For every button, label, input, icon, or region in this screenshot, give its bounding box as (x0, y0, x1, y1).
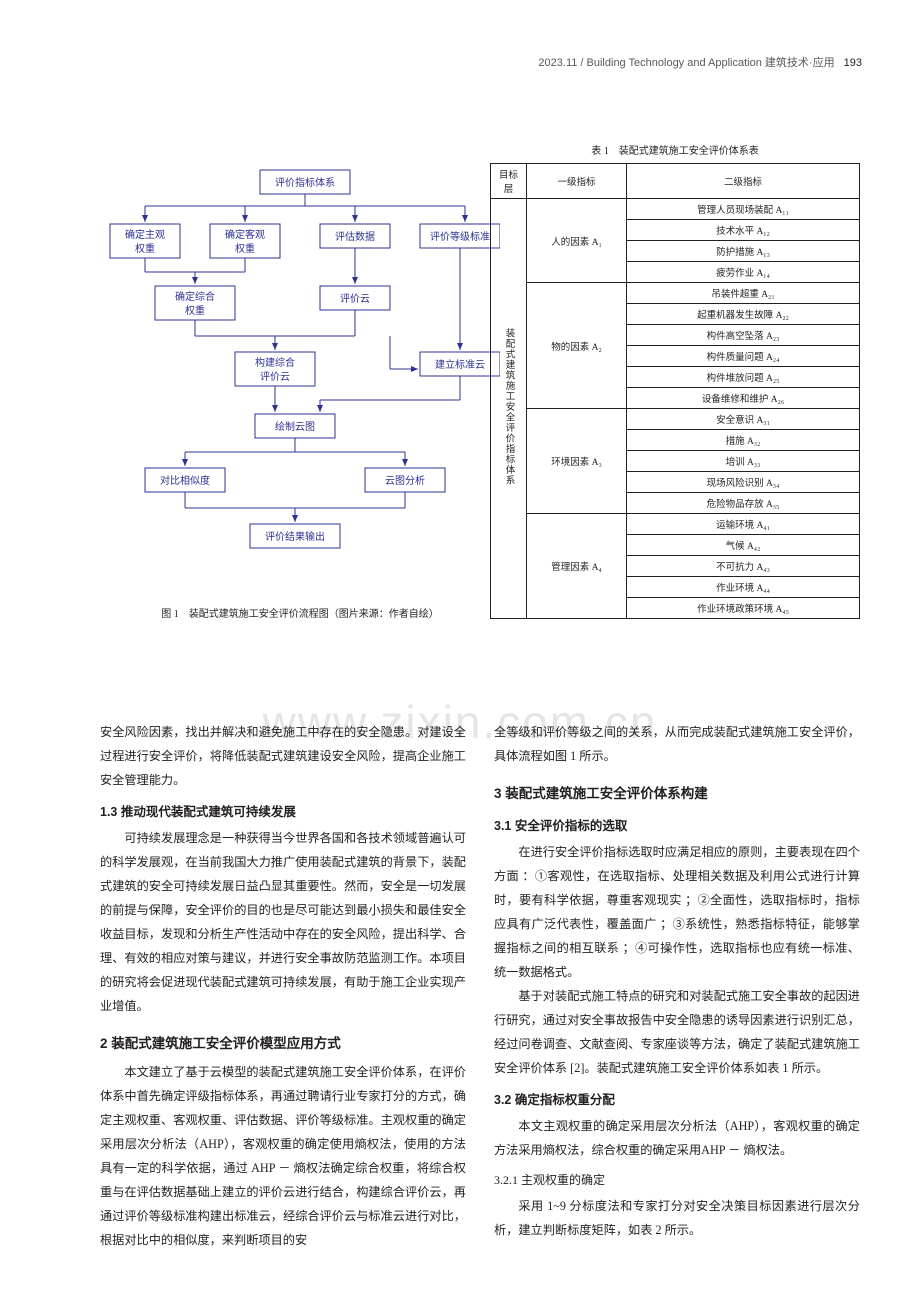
secondary-cell: 设备维修和维护 A₂₆ (627, 388, 860, 409)
node-eval-cloud: 评价云 (340, 293, 370, 305)
node-indicator-system: 评价指标体系 (275, 176, 335, 189)
figure-caption: 图 1 装配式建筑施工安全评价流程图（图片来源：作者自绘） (100, 605, 500, 620)
node-output: 评价结果输出 (265, 530, 325, 543)
table-row: 管理因素 A₄运输环境 A₄₁ (491, 514, 860, 535)
para: 全等级和评价等级之间的关系，从而完成装配式建筑施工安全评价，具体流程如图 1 所… (494, 720, 860, 768)
node-draw-cloud: 绘制云图 (275, 420, 315, 433)
body-columns: 安全风险因素，找出并解决和避免施工中存在的安全隐患。对建设全过程进行安全评价，将… (100, 720, 860, 1252)
secondary-cell: 培训 A₃₃ (627, 451, 860, 472)
primary-cell: 环境因素 A₃ (527, 409, 627, 514)
journal-info: 2023.11 / Building Technology and Applic… (538, 57, 834, 69)
svg-text:构建综合: 构建综合 (255, 356, 295, 369)
para: 采用 1~9 分标度法和专家打分对安全决策目标因素进行层次分析，建立判断标度矩阵… (494, 1194, 860, 1242)
table-row: 物的因素 A₂吊装件超重 A₂₁ (491, 283, 860, 304)
secondary-cell: 作业环境 A₄₄ (627, 577, 860, 598)
svg-text:权重: 权重 (235, 242, 255, 255)
secondary-cell: 管理人员现场装配 A₁₁ (627, 199, 860, 220)
left-column: 安全风险因素，找出并解决和避免施工中存在的安全隐患。对建设全过程进行安全评价，将… (100, 720, 466, 1252)
node-subjective-weight2: 权重 (135, 242, 155, 255)
secondary-cell: 吊装件超重 A₂₁ (627, 283, 860, 304)
figure-flowchart: 评价指标体系 确定主观 权重 确定客观 权重 评估数据 评价等级标准 确定综合 … (100, 160, 500, 590)
heading-3: 3 装配式建筑施工安全评价体系构建 (494, 782, 860, 806)
page-header: 2023.11 / Building Technology and Applic… (538, 54, 862, 70)
secondary-cell: 运输环境 A₄₁ (627, 514, 860, 535)
para: 本文主观权重的确定采用层次分析法（AHP），客观权重的确定方法采用熵权法，综合权… (494, 1114, 860, 1162)
table-header-row: 目标层 一级指标 二级指标 (491, 164, 860, 199)
node-subjective-weight1: 确定主观 (125, 228, 165, 241)
flowchart-svg: 评价指标体系 确定主观 权重 确定客观 权重 评估数据 评价等级标准 确定综合 … (100, 160, 500, 590)
secondary-cell: 构件堆放问题 A₂₅ (627, 367, 860, 388)
table-row: 环境因素 A₃安全意识 A₃₁ (491, 409, 860, 430)
node-std-cloud: 建立标准云 (435, 358, 485, 371)
para: 在进行安全评价指标选取时应满足相应的原则，主要表现在四个方面 ：①客观性，在选取… (494, 840, 860, 984)
heading-2: 2 装配式建筑施工安全评价模型应用方式 (100, 1032, 466, 1056)
heading-3-2-1: 3.2.1 主观权重的确定 (494, 1168, 860, 1192)
th-primary: 一级指标 (527, 164, 627, 199)
node-similarity: 对比相似度 (160, 474, 210, 487)
svg-text:确定客观: 确定客观 (225, 228, 265, 241)
para: 基于对装配式施工特点的研究和对装配式施工安全事故的起因进行研究，通过对安全事故报… (494, 984, 860, 1080)
node-cloud-analysis: 云图分析 (385, 474, 425, 487)
heading-3-2: 3.2 确定指标权重分配 (494, 1088, 860, 1112)
secondary-cell: 措施 A₃₂ (627, 430, 860, 451)
secondary-cell: 作业环境政策环境 A₄₅ (627, 598, 860, 619)
primary-cell: 管理因素 A₄ (527, 514, 627, 619)
table-container: 表 1 装配式建筑施工安全评价体系表 目标层 一级指标 二级指标 装配式建筑施工… (490, 142, 860, 619)
svg-text:确定综合: 确定综合 (175, 290, 215, 303)
table-row: 装配式建筑施工安全评价指标体系人的因素 A₁管理人员现场装配 A₁₁ (491, 199, 860, 220)
secondary-cell: 危险物品存放 A₃₅ (627, 493, 860, 514)
th-target: 目标层 (491, 164, 527, 199)
heading-3-1: 3.1 安全评价指标的选取 (494, 814, 860, 838)
secondary-cell: 现场风险识别 A₃₄ (627, 472, 860, 493)
para: 可持续发展理念是一种获得当今世界各国和各技术领域普遍认可的科学发展观，在当前我国… (100, 826, 466, 1018)
page-number: 193 (844, 57, 862, 69)
primary-cell: 人的因素 A₁ (527, 199, 627, 283)
node-eval-data: 评估数据 (335, 230, 375, 243)
heading-1-3: 1.3 推动现代装配式建筑可持续发展 (100, 800, 466, 824)
indicator-table: 目标层 一级指标 二级指标 装配式建筑施工安全评价指标体系人的因素 A₁管理人员… (490, 163, 860, 619)
svg-text:权重: 权重 (185, 304, 205, 317)
secondary-cell: 构件质量问题 A₂₄ (627, 346, 860, 367)
para: 本文建立了基于云模型的装配式建筑施工安全评价体系，在评价体系中首先确定评级指标体… (100, 1060, 466, 1252)
secondary-cell: 气候 A₄₂ (627, 535, 860, 556)
target-cell: 装配式建筑施工安全评价指标体系 (491, 199, 527, 619)
secondary-cell: 防护措施 A₁₃ (627, 241, 860, 262)
secondary-cell: 构件高空坠落 A₂₃ (627, 325, 860, 346)
secondary-cell: 起重机器发生故障 A₂₂ (627, 304, 860, 325)
right-column: 全等级和评价等级之间的关系，从而完成装配式建筑施工安全评价，具体流程如图 1 所… (494, 720, 860, 1252)
secondary-cell: 技术水平 A₁₂ (627, 220, 860, 241)
th-secondary: 二级指标 (627, 164, 860, 199)
secondary-cell: 疲劳作业 A₁₄ (627, 262, 860, 283)
primary-cell: 物的因素 A₂ (527, 283, 627, 409)
node-grade-std: 评价等级标准 (430, 230, 490, 243)
secondary-cell: 不可抗力 A₄₃ (627, 556, 860, 577)
svg-text:评价云: 评价云 (260, 371, 290, 383)
secondary-cell: 安全意识 A₃₁ (627, 409, 860, 430)
table-caption: 表 1 装配式建筑施工安全评价体系表 (490, 142, 860, 157)
para: 安全风险因素，找出并解决和避免施工中存在的安全隐患。对建设全过程进行安全评价，将… (100, 720, 466, 792)
